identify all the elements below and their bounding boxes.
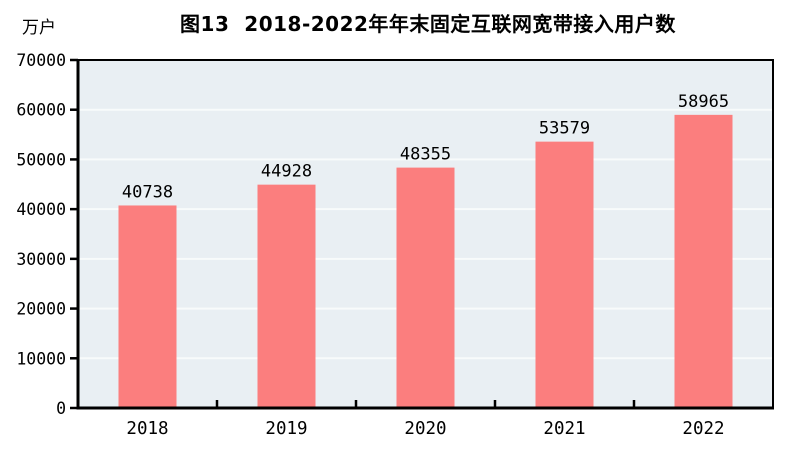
y-tick-label: 10000 xyxy=(16,349,66,368)
chart-title: 图13 2018-2022年年末固定互联网宽带接入用户数 xyxy=(180,12,676,36)
y-tick-label: 40000 xyxy=(16,200,66,219)
y-tick-label: 60000 xyxy=(16,101,66,120)
bar-value-label: 40738 xyxy=(122,182,173,202)
x-tick-label: 2018 xyxy=(126,419,168,439)
x-tick-label: 2021 xyxy=(543,419,585,439)
y-tick-label: 30000 xyxy=(16,250,66,269)
y-tick-label: 20000 xyxy=(16,300,66,319)
bar xyxy=(396,167,455,408)
x-tick-label: 2019 xyxy=(265,419,307,439)
bar xyxy=(535,141,594,408)
y-tick-label: 0 xyxy=(56,399,66,418)
bar xyxy=(257,184,316,408)
y-tick-label: 50000 xyxy=(16,150,66,169)
x-tick-label: 2020 xyxy=(404,419,446,439)
bar-value-label: 53579 xyxy=(539,119,590,139)
x-tick-label: 2022 xyxy=(682,419,724,439)
y-tick-label: 70000 xyxy=(16,51,66,70)
bar xyxy=(118,205,177,408)
y-axis-unit-label: 万户 xyxy=(22,18,56,38)
bar-value-label: 48355 xyxy=(400,145,451,165)
bar xyxy=(674,114,733,408)
bar-value-label: 44928 xyxy=(261,162,312,182)
bar-value-label: 58965 xyxy=(678,92,729,112)
